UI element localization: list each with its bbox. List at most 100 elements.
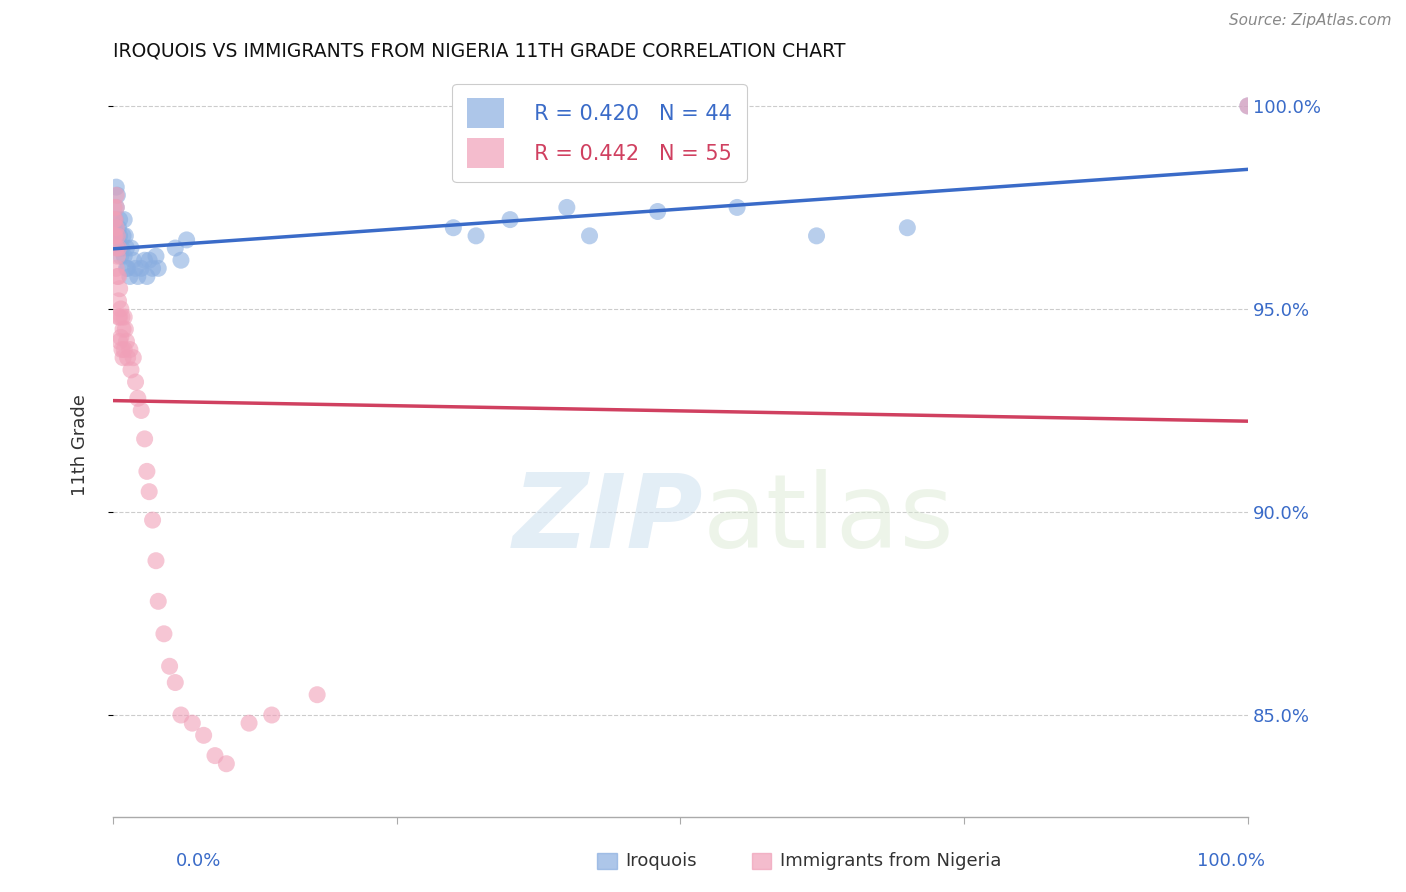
Point <box>103 201 125 215</box>
Point <box>115 261 138 276</box>
Point <box>108 310 131 324</box>
Point <box>112 212 135 227</box>
Point <box>260 708 283 723</box>
Text: 0.0%: 0.0% <box>176 852 221 870</box>
Point <box>110 249 132 263</box>
Point <box>555 201 578 215</box>
Point <box>204 748 226 763</box>
Point <box>107 269 129 284</box>
Point <box>145 554 167 568</box>
Point <box>114 322 136 336</box>
Point <box>112 228 135 243</box>
Point <box>135 464 157 478</box>
Point <box>110 330 132 344</box>
Point <box>115 334 138 349</box>
Point <box>105 249 128 263</box>
Point <box>108 212 131 227</box>
Point <box>105 201 128 215</box>
Point <box>103 220 125 235</box>
Text: IROQUOIS VS IMMIGRANTS FROM NIGERIA 11TH GRADE CORRELATION CHART: IROQUOIS VS IMMIGRANTS FROM NIGERIA 11TH… <box>112 42 845 61</box>
Point <box>105 228 128 243</box>
Point <box>107 241 129 255</box>
Point <box>896 220 918 235</box>
Point <box>105 188 128 202</box>
Point <box>117 351 139 365</box>
Point <box>176 233 198 247</box>
Point <box>103 212 125 227</box>
Point <box>134 432 156 446</box>
Point <box>129 261 152 276</box>
Point <box>110 301 132 316</box>
Point <box>165 241 187 255</box>
Point <box>108 282 131 296</box>
Text: Source: ZipAtlas.com: Source: ZipAtlas.com <box>1229 13 1392 29</box>
Point <box>145 249 167 263</box>
Point <box>112 343 135 357</box>
Point <box>104 212 127 227</box>
Point <box>108 228 131 243</box>
Point <box>159 659 181 673</box>
Point <box>465 228 488 243</box>
Point <box>112 310 135 324</box>
Point <box>111 241 134 255</box>
Point <box>118 269 141 284</box>
Point <box>105 180 128 194</box>
Point <box>1237 99 1260 113</box>
Legend:   R = 0.420   N = 44,   R = 0.442   N = 55: R = 0.420 N = 44, R = 0.442 N = 55 <box>453 84 747 182</box>
Point <box>124 375 146 389</box>
Point <box>170 253 193 268</box>
Point <box>725 201 748 215</box>
Point <box>127 269 149 284</box>
Point <box>138 484 160 499</box>
Point <box>117 261 139 276</box>
Point <box>105 188 128 202</box>
Point <box>129 403 152 417</box>
Point <box>142 513 165 527</box>
Text: ZIP: ZIP <box>512 469 703 570</box>
Point <box>165 675 187 690</box>
Point <box>120 363 142 377</box>
Text: atlas: atlas <box>703 469 955 570</box>
Point <box>105 269 128 284</box>
Point <box>111 310 134 324</box>
Point <box>127 392 149 406</box>
Point <box>441 220 464 235</box>
Point <box>107 241 129 255</box>
Point <box>115 241 138 255</box>
Point <box>105 241 128 255</box>
Point <box>1237 99 1260 113</box>
Point <box>112 351 135 365</box>
Point <box>647 204 669 219</box>
Point <box>112 249 135 263</box>
Point <box>499 212 522 227</box>
Text: 100.0%: 100.0% <box>1198 852 1265 870</box>
Point <box>124 261 146 276</box>
Point <box>120 241 142 255</box>
Point <box>307 688 329 702</box>
Point <box>142 261 165 276</box>
Point <box>107 310 129 324</box>
Point <box>114 228 136 243</box>
Point <box>105 261 128 276</box>
Point <box>111 343 134 357</box>
Point <box>153 627 176 641</box>
Point <box>105 220 128 235</box>
Point <box>148 261 170 276</box>
Point <box>122 253 145 268</box>
Point <box>107 220 129 235</box>
Point <box>181 716 204 731</box>
Text: Iroquois: Iroquois <box>626 852 696 870</box>
Point <box>118 343 141 357</box>
Point <box>108 334 131 349</box>
Point <box>806 228 828 243</box>
Point <box>105 228 128 243</box>
Point <box>135 269 157 284</box>
Point <box>170 708 193 723</box>
Point <box>104 212 127 227</box>
Point <box>138 253 160 268</box>
Point <box>238 716 260 731</box>
Y-axis label: 11th Grade: 11th Grade <box>72 394 89 496</box>
Point <box>107 293 129 308</box>
Point <box>104 228 127 243</box>
Point <box>105 201 128 215</box>
